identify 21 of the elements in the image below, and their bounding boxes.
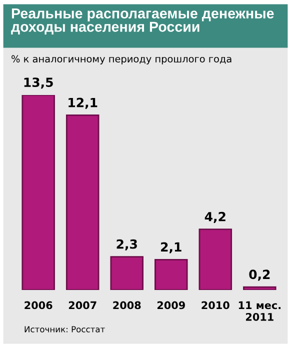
data-label: 4,2 [204,212,226,223]
x-tick-label: 2010 [202,301,230,310]
data-label: 13,5 [24,78,53,89]
bar [22,95,55,290]
bar [243,286,276,290]
x-tick-label: 2009 [157,301,185,310]
bar [66,114,100,290]
x-tick-label: 11 мес. 2011 [238,301,281,321]
x-tick-label: 2006 [24,301,52,310]
data-label: 2,3 [116,239,137,250]
x-tick-label: 2008 [113,301,141,310]
bar [110,256,144,290]
data-label: 12,1 [68,98,98,109]
chart-title: Реальные располагаемые денежные доходы населения России [11,8,274,35]
data-label: 2,1 [161,242,182,254]
data-label: 0,2 [249,270,270,281]
bar [154,258,188,290]
bar [198,228,232,290]
text: Источник: Росстат [24,326,105,332]
chart-subtitle: % к аналогичному периоду прошлого года [12,55,232,64]
x-tick-label: 2007 [68,301,96,310]
